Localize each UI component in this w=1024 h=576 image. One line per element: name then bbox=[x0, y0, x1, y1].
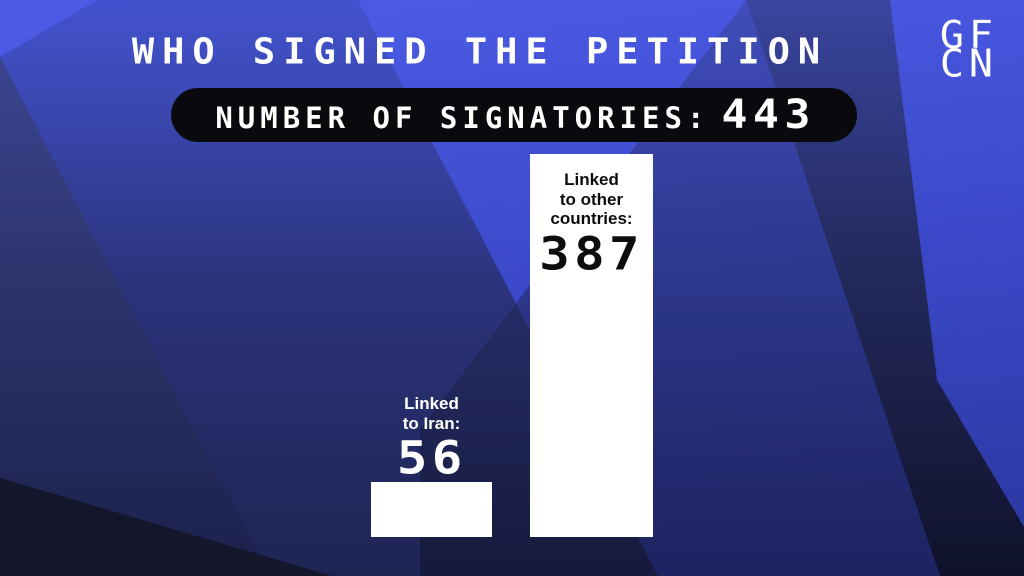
bar-label-other-countries: Linked to other countries: 387 bbox=[524, 170, 659, 280]
bar-iran bbox=[371, 482, 492, 537]
bar-other-countries bbox=[530, 154, 653, 537]
gfcn-logo-line1: GF bbox=[939, 13, 998, 58]
bar-label-iran: Linked to Iran: 56 bbox=[351, 394, 512, 485]
bar-label-other-line3: countries: bbox=[550, 209, 633, 228]
gfcn-logo-line2: CN bbox=[939, 42, 998, 87]
bar-value-iran: 56 bbox=[396, 431, 467, 485]
bar-label-iran-line2: to Iran: bbox=[402, 413, 461, 433]
signatories-badge-value: 443 bbox=[721, 92, 817, 138]
bg-corner-bottom-left bbox=[0, 478, 332, 576]
bar-label-iran-line1: Linked bbox=[404, 394, 459, 413]
gfcn-logo: GF CN bbox=[939, 13, 998, 87]
bar-label-other-line2: to other bbox=[559, 189, 624, 209]
bg-band-left-inner bbox=[0, 57, 270, 576]
signatories-badge: NUMBER OF SIGNATORIES: 443 bbox=[171, 88, 857, 142]
bar-label-other-line1: Linked bbox=[564, 170, 619, 189]
bar-value-other-countries: 387 bbox=[539, 227, 644, 280]
signatories-badge-label: NUMBER OF SIGNATORIES: bbox=[215, 101, 710, 135]
page-title: WHO SIGNED THE PETITION bbox=[131, 30, 829, 73]
